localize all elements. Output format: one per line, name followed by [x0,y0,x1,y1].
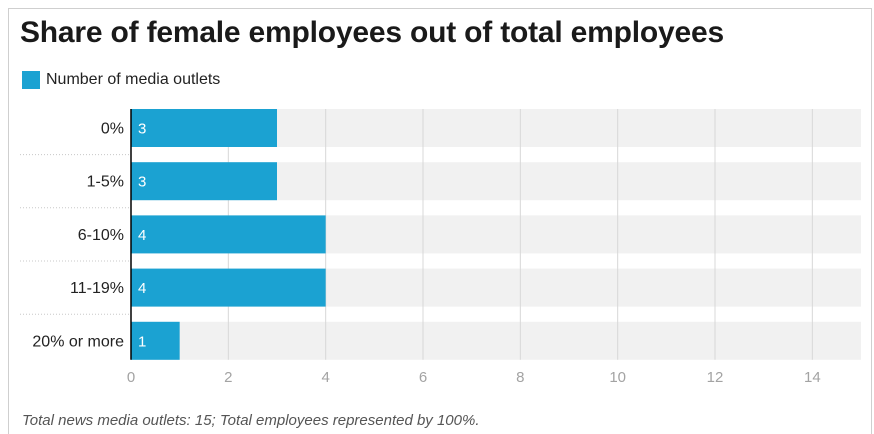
legend-label: Number of media outlets [46,71,221,88]
category-label: 6-10% [78,227,124,244]
category-label: 0% [101,121,124,138]
data-label: 1 [138,333,146,350]
x-tick-label: 14 [804,369,821,386]
x-tick-label: 6 [419,369,427,386]
x-tick-label: 8 [516,369,524,386]
bar [131,268,326,307]
bar-chart: 0 2 4 6 8 10 12 14 3 0% 3 1-5% 4 6-10% 4 11-19% 1 20% or … [20,109,861,386]
x-tick-label: 4 [321,369,329,386]
bar-track [131,321,861,360]
chart-legend: Number of media outlets [22,71,220,89]
legend-swatch [22,71,40,89]
data-label: 4 [138,280,146,297]
chart-frame [8,8,872,434]
data-label: 3 [138,174,146,191]
data-label: 4 [138,227,146,244]
x-tick-label: 10 [609,369,626,386]
bar [131,215,326,254]
category-label: 20% or more [32,333,124,350]
category-label: 11-19% [70,280,124,297]
chart-title: Share of female employees out of total e… [20,16,724,49]
bar [131,321,180,360]
x-tick-label: 2 [224,369,232,386]
category-label: 1-5% [87,174,124,191]
data-label: 3 [138,121,146,138]
bar [131,109,277,147]
x-tick-label: 0 [127,369,135,386]
bar [131,162,277,201]
chart-footnote: Total news media outlets: 15; Total empl… [22,412,480,429]
x-tick-label: 12 [707,369,724,386]
